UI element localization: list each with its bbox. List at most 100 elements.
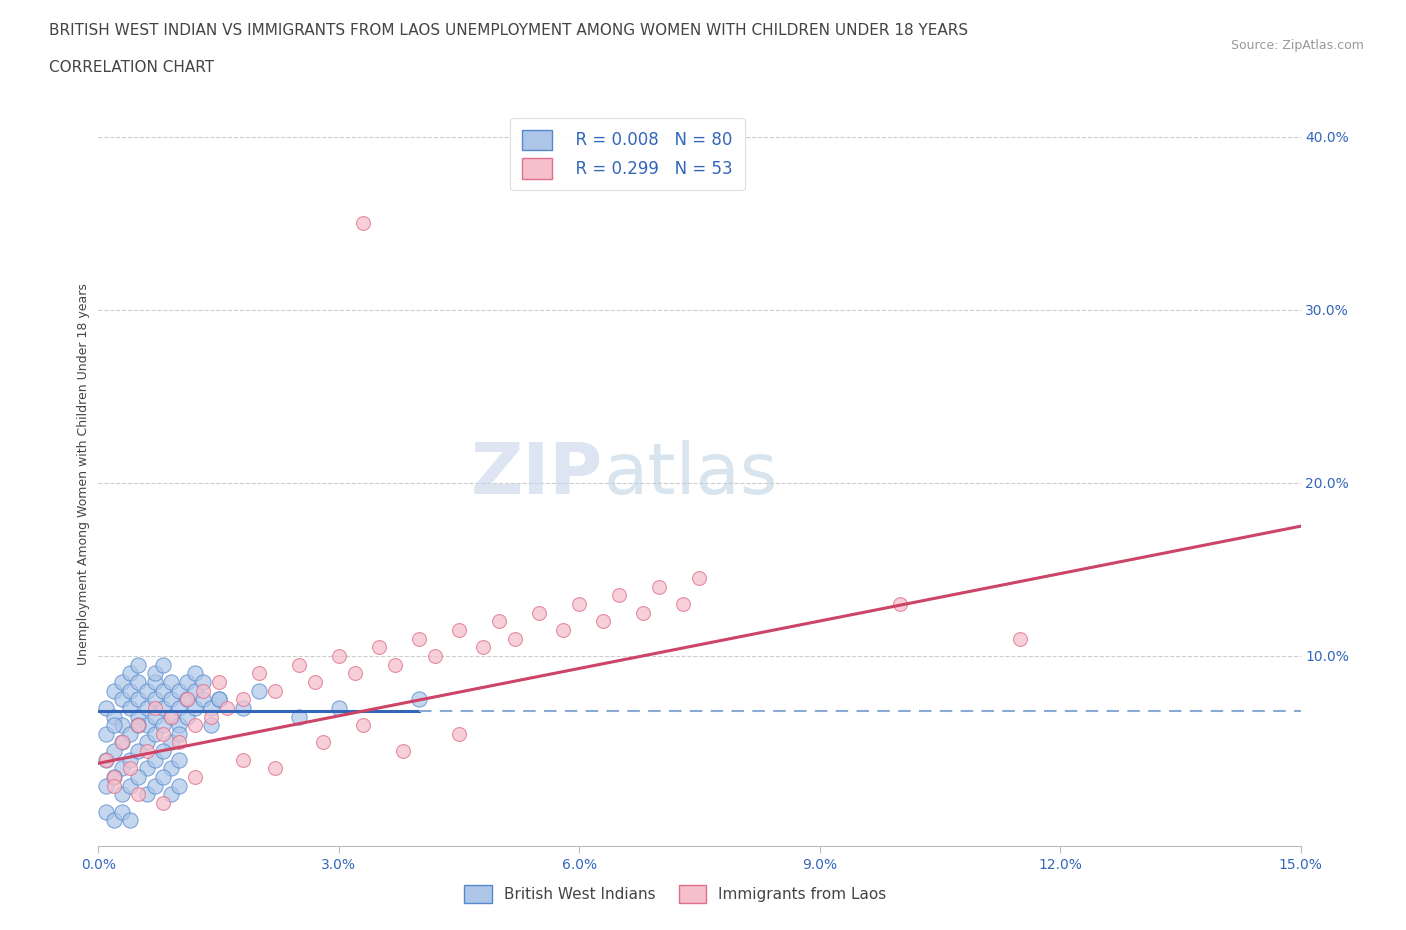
Point [152,795,174,810]
Point [103,770,125,785]
Point [143,666,166,681]
Point [128,770,150,785]
Point [152,726,174,741]
Point [200,700,222,715]
Point [135,718,157,733]
Point [328,648,350,663]
Point [167,752,190,767]
Point [143,709,166,724]
Point [143,778,166,793]
Point [96,752,118,767]
Point [152,718,174,733]
Point [215,700,238,715]
Text: atlas: atlas [603,440,778,509]
Text: Source: ZipAtlas.com: Source: ZipAtlas.com [1230,39,1364,52]
Point [167,726,190,741]
Point [128,658,150,672]
Point [312,735,335,750]
Point [529,605,551,620]
Point [263,761,285,776]
Point [135,684,157,698]
Point [128,787,150,802]
Point [200,718,222,733]
Point [159,674,181,689]
Point [111,787,134,802]
Point [247,666,270,681]
Point [889,597,911,612]
Point [128,674,150,689]
Point [183,718,205,733]
Point [447,622,470,637]
Point [423,648,446,663]
Point [152,658,174,672]
Point [328,700,350,715]
Point [96,700,118,715]
Point [96,778,118,793]
Point [1010,631,1032,646]
Point [120,666,142,681]
Point [111,718,134,733]
Point [111,735,134,750]
Point [128,709,150,724]
Point [167,778,190,793]
Point [159,787,181,802]
Point [103,684,125,698]
Point [232,752,254,767]
Point [111,735,134,750]
Point [368,640,391,655]
Point [128,718,150,733]
Point [143,752,166,767]
Point [288,658,311,672]
Point [159,735,181,750]
Point [135,787,157,802]
Point [232,692,254,707]
Point [208,674,231,689]
Point [96,804,118,819]
Point [143,674,166,689]
Point [352,216,374,231]
Point [288,709,311,724]
Point [120,700,142,715]
Point [111,804,134,819]
Point [111,674,134,689]
Point [152,700,174,715]
Point [648,579,671,594]
Point [183,684,205,698]
Point [191,692,214,707]
Point [176,709,198,724]
Point [208,692,231,707]
Point [152,744,174,759]
Point [176,674,198,689]
Text: BRITISH WEST INDIAN VS IMMIGRANTS FROM LAOS UNEMPLOYMENT AMONG WOMEN WITH CHILDR: BRITISH WEST INDIAN VS IMMIGRANTS FROM L… [49,23,969,38]
Point [176,692,198,707]
Point [120,778,142,793]
Point [263,684,285,698]
Point [120,813,142,828]
Point [111,692,134,707]
Point [609,588,631,603]
Point [103,709,125,724]
Point [120,726,142,741]
Point [111,761,134,776]
Point [120,684,142,698]
Point [472,640,495,655]
Point [152,770,174,785]
Point [128,692,150,707]
Point [103,813,125,828]
Point [352,718,374,733]
Point [135,700,157,715]
Point [167,718,190,733]
Point [384,658,406,672]
Point [159,761,181,776]
Point [392,744,415,759]
Point [447,726,470,741]
Point [191,684,214,698]
Point [152,684,174,698]
Point [343,666,366,681]
Point [143,700,166,715]
Point [167,684,190,698]
Point [96,752,118,767]
Point [304,674,326,689]
Point [592,614,614,629]
Point [200,709,222,724]
